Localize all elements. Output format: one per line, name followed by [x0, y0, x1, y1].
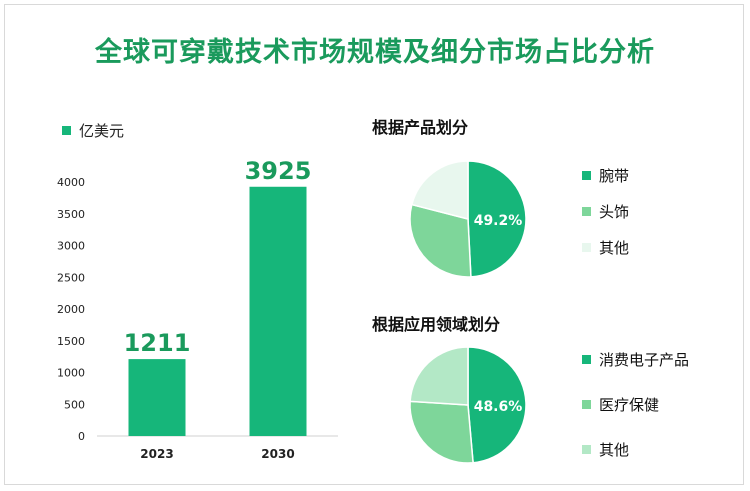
pie2-legend-swatch	[582, 400, 591, 409]
pie1-legend-swatch	[582, 243, 591, 252]
pie2-legend-item: 消费电子产品	[582, 349, 689, 370]
y-tick-label: 0	[78, 430, 85, 443]
pie2-legend-swatch	[582, 355, 591, 364]
x-tick-label: 2030	[261, 447, 294, 461]
bar-value-label: 3925	[245, 157, 312, 185]
page-title: 全球可穿戴技术市场规模及细分市场占比分析	[95, 37, 655, 68]
pie-slice	[409, 400, 474, 464]
bar-legend-swatch	[62, 126, 71, 135]
pie2-legend-item: 医疗保健	[582, 394, 659, 415]
bar-legend-label: 亿美元	[79, 122, 125, 140]
pie2-legend-swatch	[582, 445, 591, 454]
bar	[128, 359, 186, 436]
pie2-title: 根据应用领域划分	[372, 315, 501, 334]
pie1-legend-label: 头饰	[599, 203, 630, 221]
pie-slice	[467, 346, 527, 464]
pie1-legend-label: 其他	[599, 239, 630, 257]
pie2-legend-label: 其他	[599, 441, 630, 459]
chart-frame	[4, 4, 744, 485]
pie1-title: 根据产品划分	[372, 118, 469, 137]
pie2-legend-item: 其他	[582, 439, 629, 460]
y-tick-label: 3500	[57, 208, 85, 221]
y-tick-label: 1000	[57, 367, 85, 380]
y-tick-label: 2500	[57, 271, 85, 284]
pie-slice	[410, 160, 469, 220]
bar	[249, 186, 307, 436]
pie1-legend-swatch	[582, 171, 591, 180]
pie-value-label: 48.6%	[474, 399, 523, 415]
pie1-legend-swatch	[582, 207, 591, 216]
y-tick-label: 4000	[57, 176, 85, 189]
pie1-legend-item: 腕带	[582, 165, 629, 186]
pie-slice	[409, 203, 472, 278]
x-tick-label: 2023	[140, 447, 173, 461]
pie-slice	[467, 160, 527, 278]
bar-legend: 亿美元	[62, 120, 124, 141]
bar-value-label: 1211	[124, 329, 191, 357]
pie1-legend-item: 头饰	[582, 201, 629, 222]
pie2-legend-label: 消费电子产品	[599, 351, 690, 369]
y-tick-label: 3000	[57, 240, 85, 253]
y-tick-label: 2000	[57, 303, 85, 316]
pie-value-label: 49.2%	[474, 213, 523, 229]
pie-slice	[409, 346, 469, 406]
pie2-legend-label: 医疗保健	[599, 396, 660, 414]
y-tick-label: 500	[64, 398, 85, 411]
y-tick-label: 1500	[57, 335, 85, 348]
pie1-legend-item: 其他	[582, 237, 629, 258]
pie1-legend-label: 腕带	[599, 167, 630, 185]
